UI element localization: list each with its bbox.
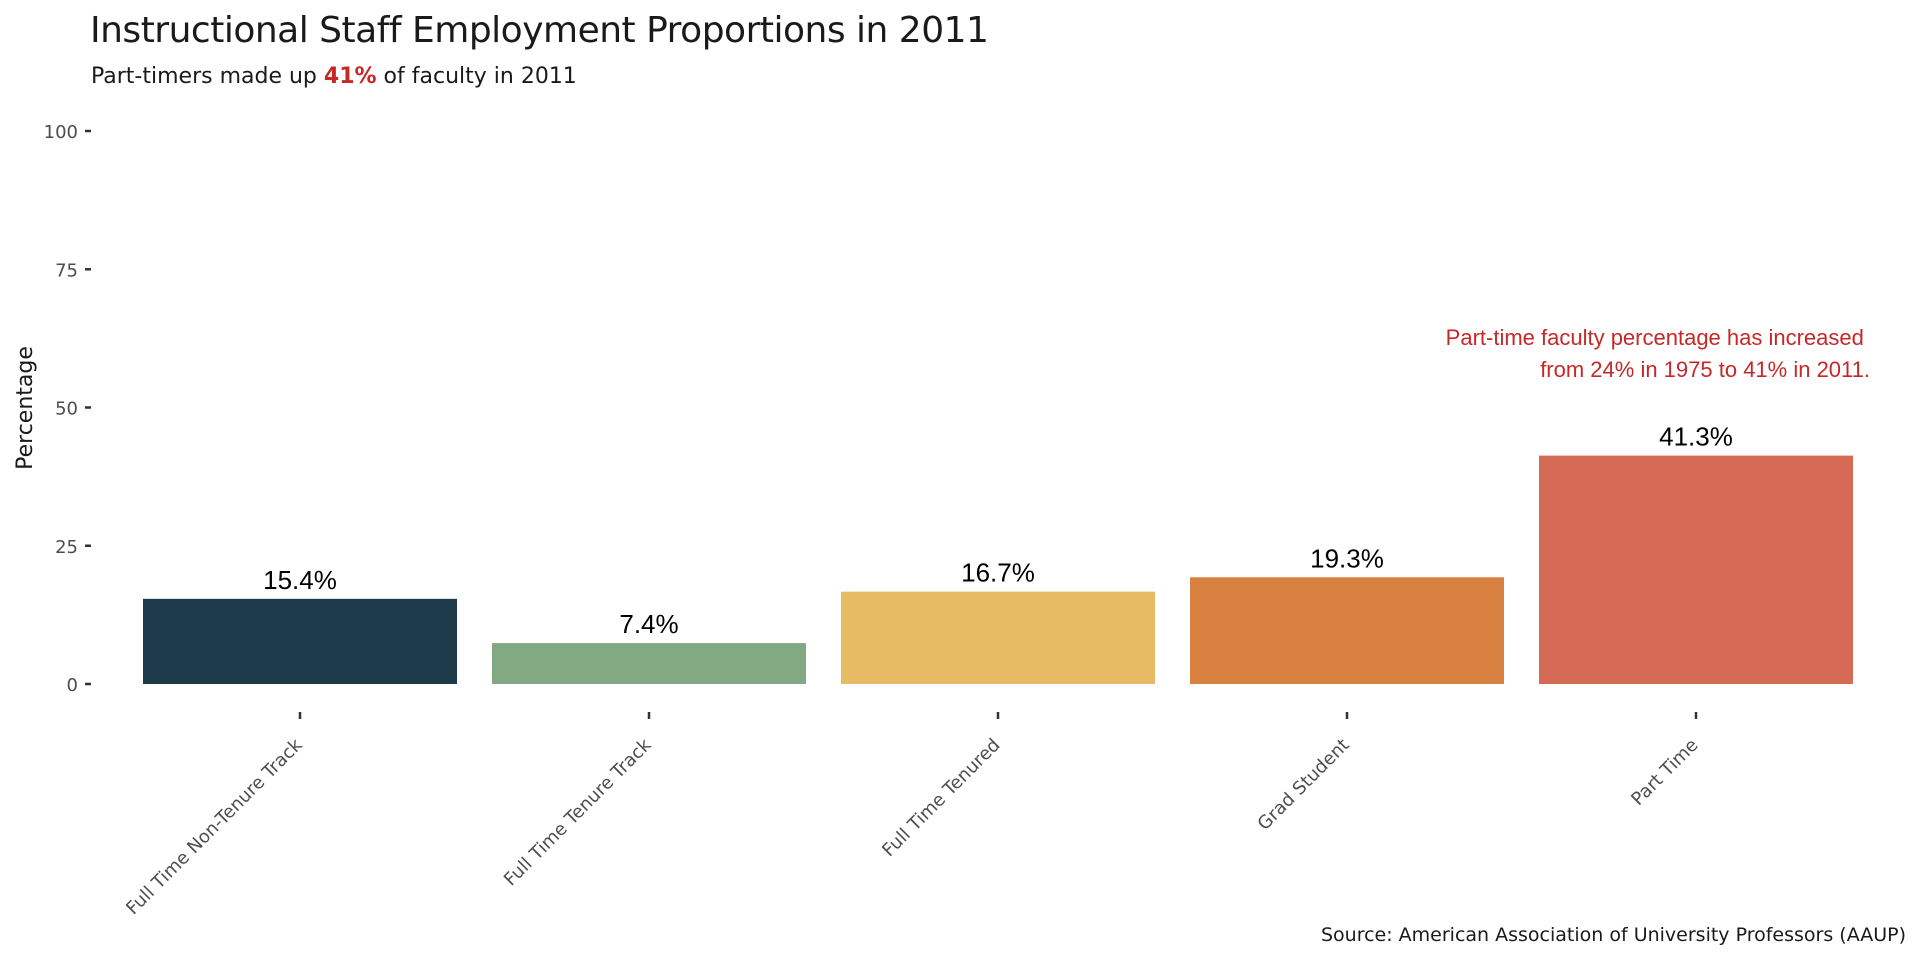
x-tick-label: Part Time (1627, 735, 1702, 810)
y-tick-label: 75 (55, 260, 78, 281)
bar-value-label: 16.7% (961, 558, 1035, 588)
annotation-line-1: Part-time faculty percentage has increas… (1446, 325, 1864, 350)
subtitle-highlight: 41% (324, 64, 377, 89)
y-axis: 0 25 50 75 100 (44, 122, 91, 696)
annotation: Part-time faculty percentage has increas… (1446, 325, 1870, 382)
bar (1190, 577, 1504, 684)
source-caption: Source: American Association of Universi… (1321, 924, 1906, 946)
x-tick-label: Full Time Tenure Track (500, 734, 656, 890)
y-tick-label: 100 (44, 122, 78, 143)
value-labels-group: 15.4% 7.4% 16.7% 19.3% 41.3% (263, 422, 1733, 639)
bar (492, 643, 806, 684)
bar (841, 591, 1155, 684)
subtitle-suffix: of faculty in 2011 (377, 64, 577, 89)
bar (143, 598, 457, 684)
subtitle-prefix: Part-timers made up (91, 64, 324, 89)
y-tick-label: 0 (67, 675, 78, 696)
chart-subtitle: Part-timers made up 41% of faculty in 20… (91, 64, 577, 89)
bars-group (143, 455, 1853, 684)
chart-title: Instructional Staff Employment Proportio… (90, 10, 988, 51)
y-tick-label: 25 (55, 537, 78, 558)
bar-value-label: 15.4% (263, 565, 337, 595)
bar (1539, 455, 1853, 684)
x-tick-label: Full Time Tenured (878, 735, 1004, 861)
x-axis: Full Time Non-Tenure Track Full Time Tenu… (122, 712, 1703, 919)
x-tick-label: Grad Student (1254, 735, 1354, 835)
annotation-line-2: from 24% in 1975 to 41% in 2011. (1540, 357, 1870, 382)
bar-value-label: 7.4% (619, 609, 678, 639)
bar-value-label: 19.3% (1310, 543, 1384, 573)
y-axis-title: Percentage (13, 346, 38, 470)
y-tick-label: 50 (55, 399, 78, 420)
bar-value-label: 41.3% (1659, 422, 1733, 452)
x-tick-label: Full Time Non-Tenure Track (122, 734, 307, 919)
